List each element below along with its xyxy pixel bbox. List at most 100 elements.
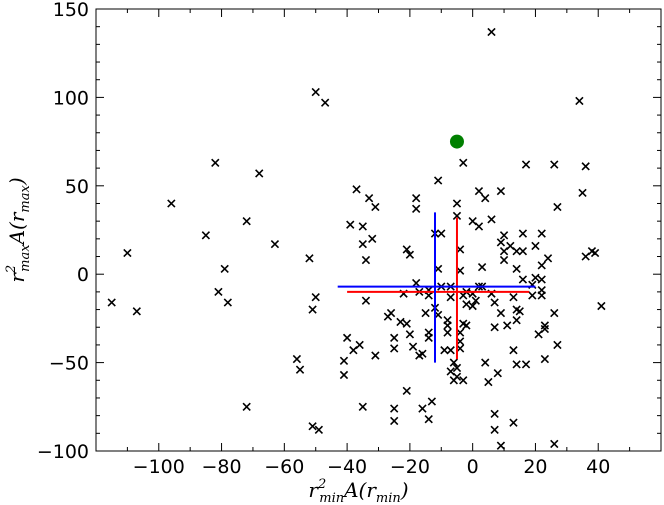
data-point-117 — [490, 323, 499, 332]
data-point-128 — [509, 418, 518, 427]
data-point-70 — [433, 176, 443, 185]
y-tick-label: −100 — [37, 441, 89, 463]
data-point-46 — [402, 319, 411, 328]
data-point-0 — [107, 298, 116, 307]
data-point-8 — [223, 298, 232, 307]
data-point-20 — [314, 425, 324, 434]
data-point-39 — [386, 308, 396, 318]
x-tick-label: −100 — [133, 456, 185, 478]
data-point-1 — [123, 248, 132, 258]
data-point-145 — [531, 241, 540, 251]
x-tick-label: −80 — [202, 456, 242, 478]
data-point-14 — [295, 365, 305, 374]
data-point-156 — [550, 439, 559, 449]
data-point-64 — [424, 415, 433, 424]
highlight-point — [449, 134, 464, 149]
data-point-17 — [311, 293, 320, 302]
data-point-161 — [575, 96, 584, 106]
data-point-147 — [537, 275, 546, 284]
data-point-27 — [352, 185, 361, 194]
data-point-15 — [305, 254, 314, 263]
data-point-130 — [509, 293, 518, 302]
data-point-21 — [320, 98, 330, 107]
data-point-44 — [396, 317, 405, 327]
data-point-57 — [418, 404, 427, 413]
y-tick-label: 50 — [65, 176, 89, 198]
data-point-144 — [531, 273, 540, 282]
data-point-95 — [459, 158, 468, 167]
data-point-22 — [339, 370, 349, 380]
data-point-137 — [518, 275, 528, 284]
data-point-24 — [342, 333, 352, 343]
data-point-37 — [371, 202, 380, 212]
data-point-75 — [443, 328, 452, 337]
x-tick-label: −40 — [327, 456, 367, 478]
data-point-12 — [270, 239, 280, 249]
y-tick-label: 100 — [53, 87, 89, 109]
data-point-152 — [540, 324, 550, 334]
data-point-31 — [358, 222, 367, 231]
data-point-41 — [390, 333, 399, 343]
data-point-110 — [484, 377, 493, 387]
data-point-140 — [521, 360, 531, 369]
data-point-107 — [477, 262, 487, 272]
data-point-109 — [481, 194, 490, 203]
data-point-159 — [553, 202, 562, 212]
data-point-29 — [358, 239, 367, 249]
data-point-115 — [490, 425, 499, 434]
data-point-124 — [499, 255, 509, 265]
data-point-126 — [503, 321, 512, 330]
data-point-123 — [499, 231, 509, 240]
data-point-162 — [578, 188, 587, 198]
data-point-52 — [412, 194, 421, 203]
data-point-35 — [368, 234, 377, 244]
y-tick-label: −50 — [49, 353, 89, 375]
data-point-132 — [512, 316, 521, 325]
data-point-150 — [537, 285, 546, 295]
x-tick-label: −20 — [390, 456, 430, 478]
data-point-154 — [540, 321, 550, 330]
data-point-143 — [528, 291, 537, 300]
data-point-48 — [402, 245, 411, 254]
data-point-16 — [308, 305, 317, 314]
y-tick-label: 150 — [53, 0, 89, 21]
data-point-98 — [462, 321, 471, 330]
data-point-118 — [493, 369, 502, 378]
data-point-11 — [255, 169, 264, 178]
data-point-54 — [412, 278, 421, 288]
data-point-18 — [308, 422, 317, 431]
data-point-119 — [496, 441, 506, 450]
data-point-9 — [242, 216, 251, 226]
data-point-71 — [437, 229, 446, 238]
axis-labels: −100 −80 −60 −40 −20 0 20 40 −100 −50 0 50 100 150 r2 m… — [4, 0, 610, 505]
data-point-83 — [452, 199, 462, 208]
data-point-2 — [132, 307, 141, 316]
data-point-122 — [496, 186, 506, 196]
data-point-136 — [515, 307, 524, 316]
data-point-105 — [474, 222, 484, 231]
data-point-114 — [490, 409, 499, 419]
data-point-19 — [311, 87, 320, 97]
axis-ticks — [95, 8, 662, 452]
data-point-49 — [405, 330, 415, 339]
x-tick-label: −60 — [264, 456, 304, 478]
data-point-160 — [553, 340, 562, 350]
data-point-82 — [449, 358, 458, 367]
data-point-79 — [446, 293, 455, 302]
data-point-108 — [481, 358, 490, 367]
data-point-47 — [402, 386, 411, 396]
data-point-4 — [201, 231, 211, 240]
data-point-134 — [512, 247, 521, 256]
data-point-101 — [468, 301, 477, 311]
data-point-135 — [512, 264, 521, 274]
data-point-138 — [518, 229, 528, 238]
plot-marks — [107, 27, 606, 450]
data-point-6 — [214, 287, 223, 297]
data-point-40 — [390, 344, 399, 353]
data-point-113 — [487, 215, 496, 224]
data-point-141 — [521, 160, 531, 169]
data-point-43 — [390, 416, 399, 426]
data-point-102 — [471, 296, 480, 305]
data-point-163 — [581, 162, 590, 171]
